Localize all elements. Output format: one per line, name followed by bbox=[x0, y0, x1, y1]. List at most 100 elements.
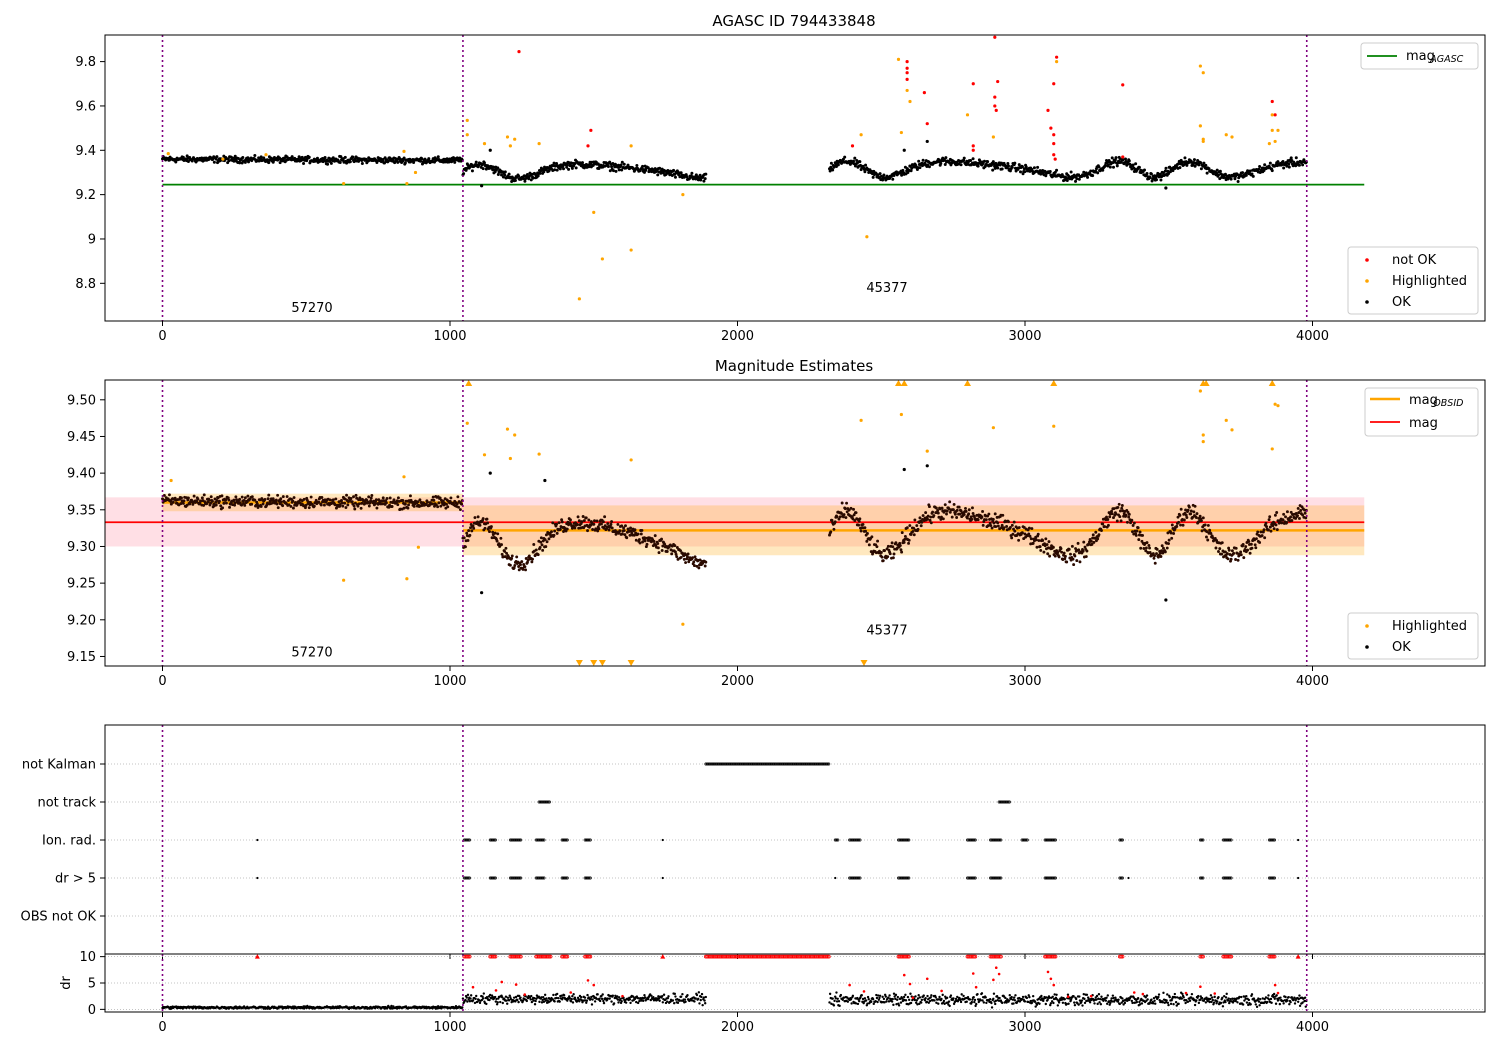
data-point bbox=[483, 453, 486, 456]
data-point bbox=[1244, 545, 1247, 548]
data-point bbox=[469, 997, 471, 999]
data-point bbox=[488, 999, 490, 1001]
data-point bbox=[681, 193, 684, 196]
data-point bbox=[323, 504, 326, 507]
data-point bbox=[1022, 996, 1024, 998]
data-point bbox=[1206, 539, 1209, 542]
data-point bbox=[210, 495, 213, 498]
clipped-up-marker bbox=[895, 380, 902, 386]
data-point bbox=[1133, 522, 1136, 525]
data-point bbox=[1078, 178, 1081, 181]
clipped-up-marker bbox=[1050, 380, 1057, 386]
data-point bbox=[1092, 533, 1095, 536]
data-point bbox=[472, 527, 475, 530]
flag-point bbox=[662, 839, 664, 841]
data-point bbox=[407, 503, 410, 506]
data-point bbox=[937, 512, 940, 515]
data-point bbox=[596, 519, 599, 522]
data-point bbox=[1261, 534, 1264, 537]
data-point bbox=[437, 155, 440, 158]
data-point bbox=[573, 527, 576, 530]
data-point bbox=[844, 507, 847, 510]
data-point bbox=[954, 513, 957, 516]
data-point bbox=[1085, 555, 1088, 558]
data-point bbox=[591, 528, 594, 531]
data-point bbox=[973, 996, 975, 998]
y-tick-label: 9.6 bbox=[75, 99, 96, 114]
data-point bbox=[919, 996, 921, 998]
data-point bbox=[609, 523, 612, 526]
data-point bbox=[483, 992, 485, 994]
data-point bbox=[966, 113, 969, 116]
data-point bbox=[1199, 124, 1202, 127]
data-point bbox=[680, 556, 683, 559]
data-point bbox=[1178, 166, 1181, 169]
data-point bbox=[1018, 526, 1021, 529]
data-point bbox=[1091, 174, 1094, 177]
data-point bbox=[406, 507, 409, 510]
data-point bbox=[1263, 163, 1266, 166]
data-point bbox=[553, 530, 556, 533]
data-point bbox=[1055, 60, 1058, 63]
data-point bbox=[517, 50, 520, 53]
data-point bbox=[903, 541, 906, 544]
data-point bbox=[993, 993, 995, 995]
data-point bbox=[839, 515, 842, 518]
data-point bbox=[587, 518, 590, 521]
data-point bbox=[310, 496, 313, 499]
data-point bbox=[873, 1003, 875, 1005]
data-point bbox=[885, 1000, 887, 1002]
data-point bbox=[1055, 56, 1058, 59]
data-point bbox=[958, 513, 961, 516]
data-point bbox=[405, 182, 408, 185]
data-point bbox=[467, 529, 470, 532]
data-point bbox=[1301, 163, 1304, 166]
data-point bbox=[341, 501, 344, 504]
data-point bbox=[267, 161, 270, 164]
data-point bbox=[342, 182, 345, 185]
legend-label: not OK bbox=[1392, 253, 1437, 268]
data-point bbox=[1274, 113, 1277, 116]
data-point bbox=[516, 999, 518, 1001]
data-point bbox=[480, 591, 483, 594]
data-point bbox=[522, 1000, 524, 1002]
data-point bbox=[908, 999, 910, 1001]
data-point bbox=[992, 518, 995, 521]
data-point bbox=[906, 78, 909, 81]
data-point bbox=[1116, 506, 1119, 509]
data-point bbox=[920, 524, 923, 527]
data-point bbox=[701, 993, 703, 995]
data-point bbox=[597, 527, 600, 530]
data-point bbox=[977, 518, 980, 521]
data-point bbox=[211, 500, 214, 503]
data-point bbox=[644, 539, 647, 542]
data-point bbox=[1145, 546, 1148, 549]
data-point bbox=[1075, 559, 1078, 562]
data-point bbox=[909, 993, 911, 995]
data-point bbox=[1268, 515, 1271, 518]
data-point bbox=[970, 515, 973, 518]
data-point bbox=[1304, 512, 1307, 515]
data-point bbox=[599, 1000, 601, 1002]
data-point bbox=[1258, 165, 1261, 168]
data-point bbox=[1038, 1003, 1040, 1005]
data-point bbox=[589, 129, 592, 132]
data-point bbox=[453, 161, 456, 164]
data-point bbox=[1148, 547, 1151, 550]
data-point bbox=[355, 494, 358, 497]
data-point bbox=[1103, 525, 1106, 528]
data-point bbox=[1097, 533, 1100, 536]
data-point bbox=[500, 543, 503, 546]
y-tick-label: 9.25 bbox=[67, 577, 96, 592]
data-point bbox=[1111, 512, 1114, 515]
data-point bbox=[559, 1000, 561, 1002]
data-point bbox=[1276, 528, 1279, 531]
data-point bbox=[704, 173, 707, 176]
x-tick-label: 1000 bbox=[433, 674, 466, 689]
data-point bbox=[922, 514, 925, 517]
data-point bbox=[1155, 178, 1158, 181]
data-point bbox=[571, 167, 574, 170]
data-point bbox=[586, 144, 589, 147]
